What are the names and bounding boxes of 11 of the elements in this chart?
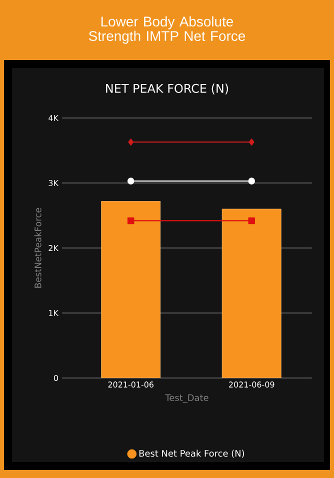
point bbox=[248, 178, 255, 184]
point bbox=[127, 178, 134, 184]
point bbox=[248, 138, 254, 146]
point bbox=[127, 217, 134, 224]
point bbox=[128, 138, 134, 146]
chart-title: Lower Body Absolute Strength IMTP Net Force bbox=[88, 16, 246, 44]
x-axis-title: Test_Date bbox=[165, 394, 208, 404]
point bbox=[248, 217, 255, 224]
y-axis-title: BestNetPeakForce bbox=[34, 208, 42, 288]
chart-subtitle: NET PEAK FORCE (N) bbox=[106, 84, 228, 94]
legend-label: Best Net Peak Force (N) bbox=[139, 450, 244, 458]
